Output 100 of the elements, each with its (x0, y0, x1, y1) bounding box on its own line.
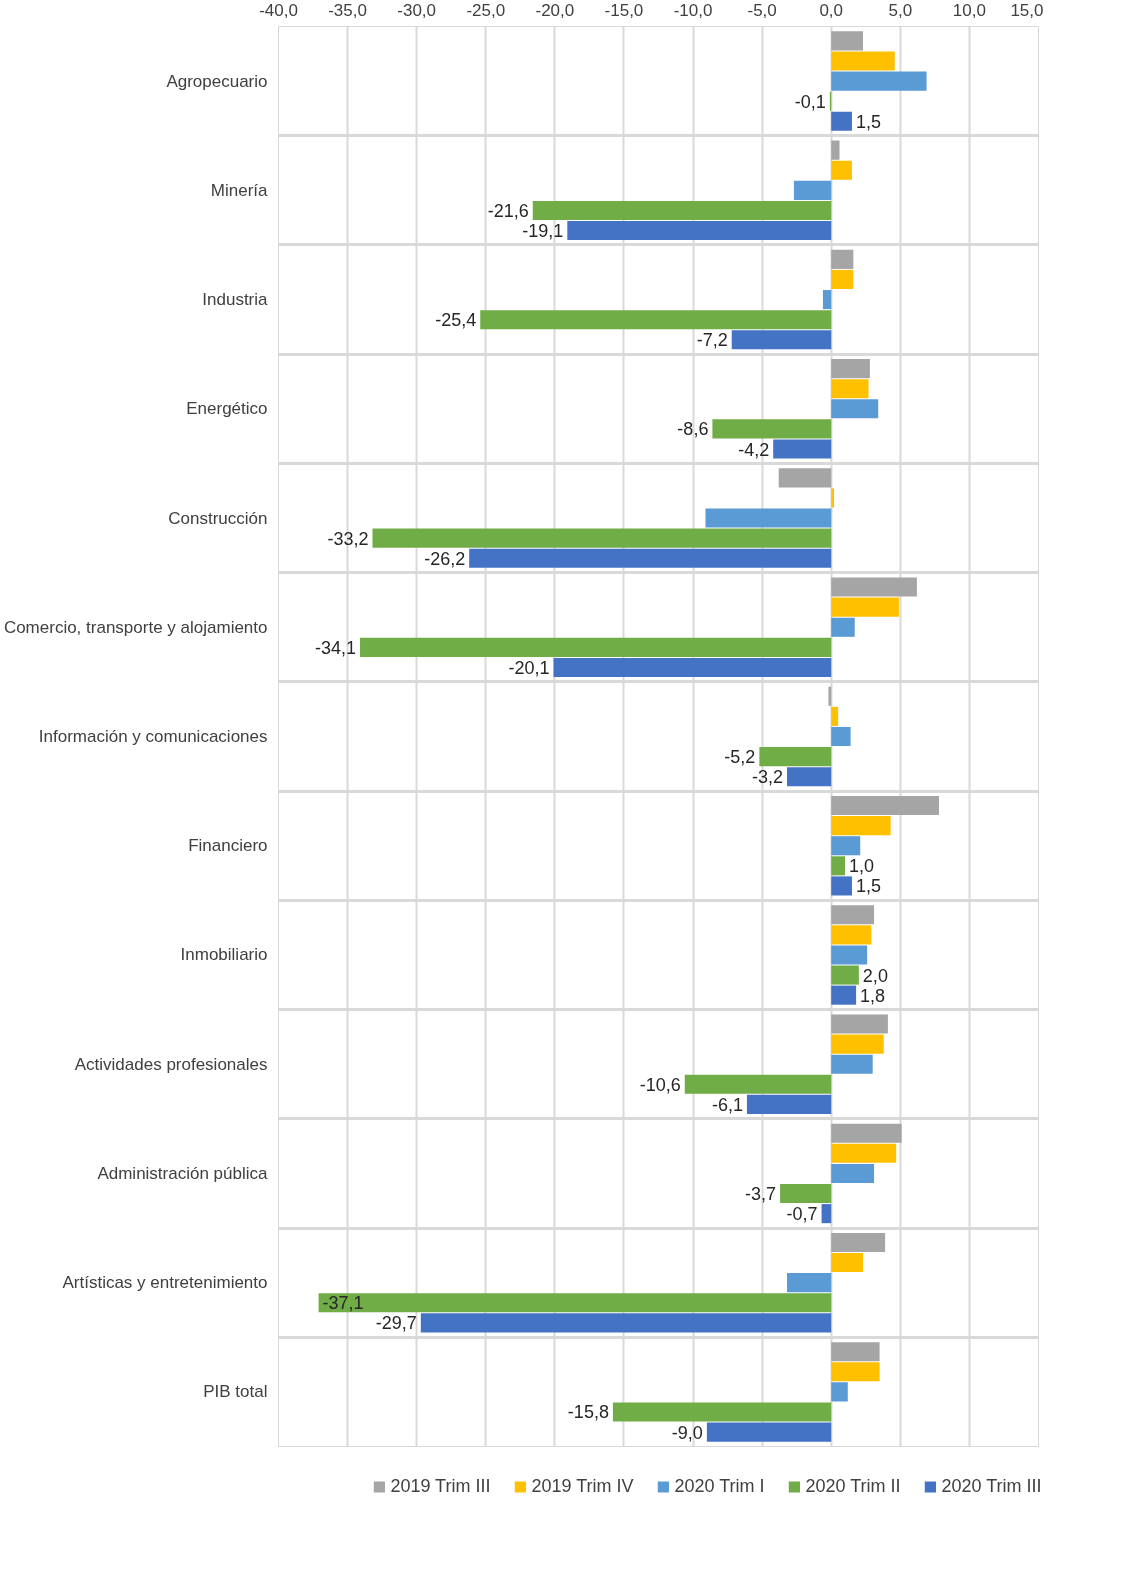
y-tick-label: Administración pública (97, 1163, 269, 1183)
bar (831, 249, 854, 269)
data-label: -25,4 (435, 310, 477, 331)
bar (553, 657, 832, 678)
data-label: 2,0 (862, 965, 888, 986)
bar (705, 508, 832, 528)
bar (831, 359, 870, 379)
bar (831, 71, 927, 91)
y-tick-label: Artísticas y entretenimiento (62, 1273, 268, 1293)
bar (831, 379, 869, 399)
bar (793, 180, 832, 200)
data-label: 1,5 (855, 111, 881, 132)
bar (831, 795, 940, 816)
bar (831, 816, 891, 836)
data-label: -10,6 (639, 1074, 681, 1095)
x-tick-label: 0,0 (819, 0, 844, 20)
data-label: -26,2 (424, 548, 466, 569)
data-label: -20,1 (508, 657, 550, 678)
bar (318, 1293, 832, 1313)
x-tick-label: 5,0 (888, 0, 913, 20)
bar (420, 1313, 832, 1333)
bar (612, 1402, 832, 1422)
data-label: -34,1 (315, 637, 357, 658)
y-tick-label: Información y comunicaciones (38, 727, 268, 746)
bar (831, 1014, 888, 1034)
bar (831, 1054, 873, 1074)
bar (780, 1183, 832, 1204)
legend-label: 2020 Trim II (805, 1475, 901, 1497)
bar (831, 985, 857, 1005)
bar (831, 945, 868, 965)
bar (831, 856, 846, 876)
bar (831, 965, 859, 985)
y-tick-label: Energético (186, 399, 268, 419)
data-label: -33,2 (327, 528, 369, 549)
bar (831, 1342, 880, 1362)
bar (831, 836, 861, 856)
bar (759, 747, 832, 767)
bar (831, 1232, 886, 1252)
data-label: 1,5 (855, 876, 881, 897)
bar (372, 528, 832, 548)
data-label: -3,2 (751, 767, 784, 788)
y-tick-label: Inmobiliario (180, 945, 268, 965)
bar (778, 468, 832, 488)
bar (831, 617, 855, 637)
bar (684, 1074, 832, 1094)
bar (831, 1123, 902, 1143)
y-tick-label: PIB total (203, 1382, 268, 1402)
bar (731, 330, 832, 350)
data-label: -6,1 (711, 1094, 743, 1115)
x-tick-label: -5,0 (747, 0, 777, 20)
bar (360, 637, 832, 657)
x-tick-label: 10,0 (952, 0, 986, 20)
data-label: -15,8 (567, 1402, 609, 1423)
bar (831, 597, 899, 617)
bar (787, 767, 832, 787)
y-tick-label: Actividades profesionales (74, 1054, 268, 1074)
data-label: -3,7 (745, 1184, 777, 1205)
data-label: -4,2 (738, 439, 770, 460)
x-tick-label: -20,0 (535, 0, 575, 20)
bar (831, 577, 917, 597)
bar (787, 1273, 832, 1293)
data-label: -7,2 (696, 330, 728, 351)
bar (831, 488, 834, 508)
bar (831, 31, 864, 51)
bar (831, 140, 840, 160)
legend-label: 2020 Trim I (674, 1475, 765, 1497)
x-tick-label: -30,0 (397, 0, 437, 20)
bar (822, 290, 832, 310)
bar (532, 200, 832, 220)
data-label: -21,6 (487, 200, 529, 221)
bar (831, 399, 879, 419)
x-tick-label: -40,0 (259, 0, 298, 20)
y-tick-label: Industria (202, 290, 269, 310)
y-tick-label: Financiero (188, 836, 268, 856)
bar (831, 726, 851, 747)
data-label: 1,8 (860, 985, 886, 1006)
bar (469, 548, 832, 568)
data-label: -0,1 (794, 91, 826, 112)
data-label: -8,6 (677, 419, 709, 440)
bar (746, 1094, 832, 1114)
bar (831, 1034, 884, 1054)
y-tick-label: Agropecuario (166, 71, 268, 91)
x-tick-label: -35,0 (328, 0, 367, 20)
x-tick-label: -10,0 (673, 0, 713, 20)
y-tick-label: Minería (210, 180, 269, 200)
bar (831, 706, 839, 726)
data-label: -19,1 (522, 221, 564, 242)
x-tick-label: 15,0 (1010, 0, 1044, 20)
bar (831, 905, 875, 925)
bar (831, 925, 872, 945)
legend-label: 2019 Trim IV (531, 1475, 634, 1497)
bar (831, 1163, 875, 1183)
bar (831, 51, 895, 71)
legend-label: 2020 Trim III (941, 1475, 1042, 1497)
bar (828, 686, 832, 706)
bar (831, 269, 854, 290)
x-tick-label: -25,0 (466, 0, 506, 20)
bar (480, 310, 832, 330)
data-label: -9,0 (671, 1422, 703, 1443)
bar (831, 1143, 897, 1163)
